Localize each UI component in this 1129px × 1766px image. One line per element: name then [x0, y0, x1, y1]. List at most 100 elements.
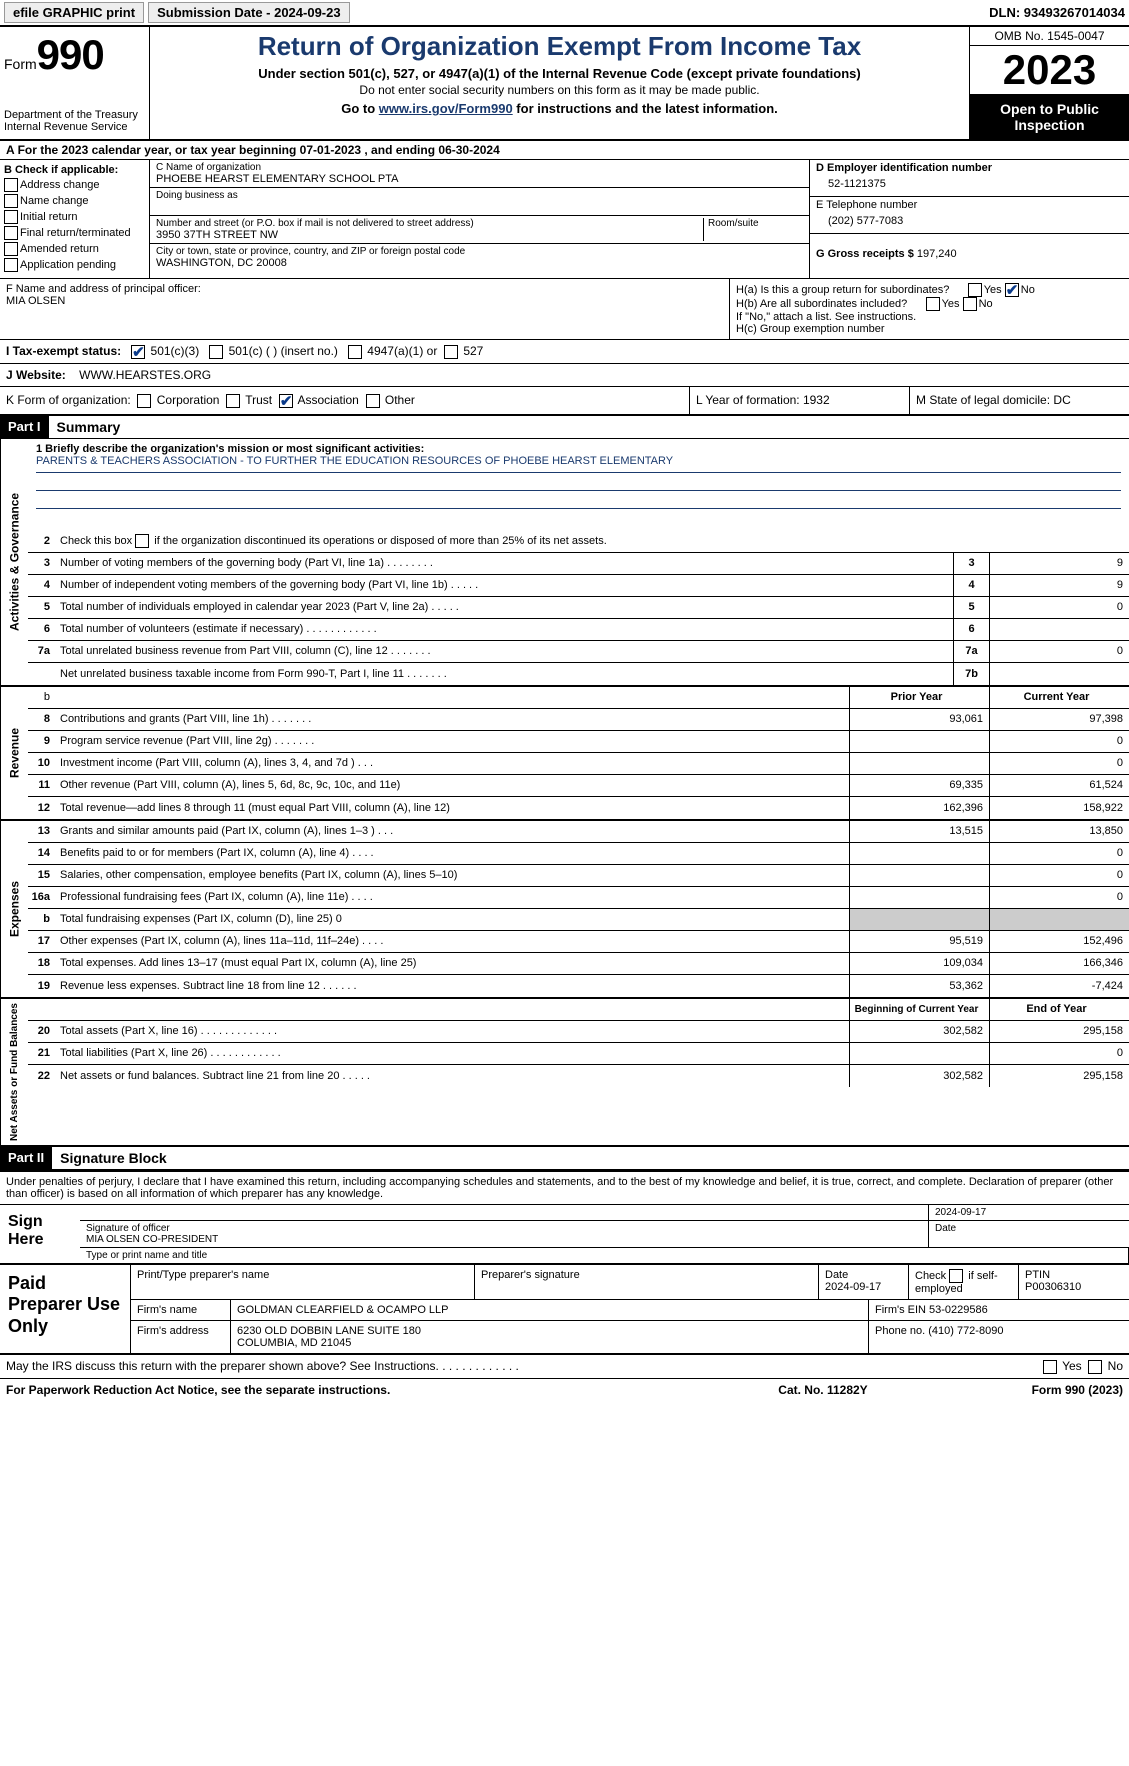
irs-discuss-row: May the IRS discuss this return with the… — [0, 1355, 1129, 1379]
line-12: Total revenue—add lines 8 through 11 (mu… — [56, 800, 849, 816]
tax-status-row: I Tax-exempt status: 501(c)(3) 501(c) ( … — [0, 340, 1129, 364]
officer-name: MIA OLSEN — [6, 295, 723, 307]
form-header: Form990 Department of the Treasury Inter… — [0, 27, 1129, 141]
chk-app-pending[interactable]: Application pending — [4, 258, 145, 272]
mission-text: PARENTS & TEACHERS ASSOCIATION - TO FURT… — [36, 455, 1121, 473]
form-word: Form — [4, 56, 37, 72]
addr-label: Number and street (or P.O. box if mail i… — [156, 218, 703, 229]
officer-label: F Name and address of principal officer: — [6, 283, 723, 295]
mission-block: 1 Briefly describe the organization's mi… — [28, 439, 1129, 531]
header-sub1: Under section 501(c), 527, or 4947(a)(1)… — [156, 66, 963, 81]
website-value: WWW.HEARSTES.ORG — [79, 368, 211, 382]
line-2: Check this box if the organization disco… — [56, 532, 1129, 550]
chk-initial-return[interactable]: Initial return — [4, 210, 145, 224]
header-sub3: Go to www.irs.gov/Form990 for instructio… — [156, 101, 963, 116]
line-9: Program service revenue (Part VIII, line… — [56, 733, 849, 749]
firm-phone: Phone no. (410) 772-8090 — [869, 1321, 1129, 1353]
chk-501c[interactable] — [209, 345, 223, 359]
rev-section: Revenue bPrior YearCurrent Year 8Contrib… — [0, 687, 1129, 821]
line-15: Salaries, other compensation, employee b… — [56, 867, 849, 883]
firm-name: GOLDMAN CLEARFIELD & OCAMPO LLP — [231, 1300, 869, 1320]
irs-link[interactable]: www.irs.gov/Form990 — [379, 101, 513, 116]
gross-label: G Gross receipts $ — [816, 248, 917, 260]
chk-corp[interactable] — [137, 394, 151, 408]
tax-year: 2023 — [970, 46, 1129, 95]
line-6: Total number of volunteers (estimate if … — [56, 621, 953, 637]
gov-vtab: Activities & Governance — [0, 439, 28, 685]
header-sub2: Do not enter social security numbers on … — [156, 83, 963, 97]
city-label: City or town, state or province, country… — [156, 246, 803, 257]
gross-value: 197,240 — [917, 248, 957, 260]
chk-other[interactable] — [366, 394, 380, 408]
part1-header: Part I Summary — [0, 416, 1129, 439]
line-16b: Total fundraising expenses (Part IX, col… — [56, 911, 849, 927]
line-14: Benefits paid to or for members (Part IX… — [56, 845, 849, 861]
org-city: WASHINGTON, DC 20008 — [156, 257, 803, 269]
omb-number: OMB No. 1545-0047 — [970, 27, 1129, 46]
form-number: 990 — [37, 31, 104, 78]
org-name: PHOEBE HEARST ELEMENTARY SCHOOL PTA — [156, 173, 803, 185]
h-b: H(b) Are all subordinates included? Yes … — [736, 297, 1123, 311]
chk-final-return[interactable]: Final return/terminated — [4, 226, 145, 240]
org-info-block: B Check if applicable: Address change Na… — [0, 160, 1129, 279]
chk-trust[interactable] — [226, 394, 240, 408]
state-domicile: M State of legal domicile: DC — [909, 387, 1129, 414]
h-a: H(a) Is this a group return for subordin… — [736, 283, 1123, 297]
year-formation: L Year of formation: 1932 — [689, 387, 909, 414]
line-17: Other expenses (Part IX, column (A), lin… — [56, 933, 849, 949]
curr-year-hd: Current Year — [989, 687, 1129, 708]
paperwork-notice: For Paperwork Reduction Act Notice, see … — [6, 1383, 723, 1397]
rev-vtab: Revenue — [0, 687, 28, 819]
org-address: 3950 37TH STREET NW — [156, 229, 703, 241]
sign-here-label: Sign Here — [0, 1205, 80, 1263]
chk-527[interactable] — [444, 345, 458, 359]
officer-h-block: F Name and address of principal officer:… — [0, 279, 1129, 340]
chk-name-change[interactable]: Name change — [4, 194, 145, 208]
officer-sig-name: MIA OLSEN CO-PRESIDENT — [86, 1234, 218, 1245]
declaration-text: Under penalties of perjury, I declare th… — [0, 1172, 1129, 1205]
prep-sig-lab: Preparer's signature — [475, 1265, 819, 1299]
net-section: Net Assets or Fund Balances Beginning of… — [0, 999, 1129, 1147]
part2-header: Part II Signature Block — [0, 1147, 1129, 1170]
signature-block: Under penalties of perjury, I declare th… — [0, 1170, 1129, 1265]
line-16a: Professional fundraising fees (Part IX, … — [56, 889, 849, 905]
line-8: Contributions and grants (Part VIII, lin… — [56, 711, 849, 727]
line-13: Grants and similar amounts paid (Part IX… — [56, 823, 849, 839]
ein-label: D Employer identification number — [816, 162, 1123, 174]
check-b-header: B Check if applicable: — [4, 164, 145, 176]
beg-year-hd: Beginning of Current Year — [849, 999, 989, 1020]
line-22: Net assets or fund balances. Subtract li… — [56, 1068, 849, 1084]
prior-year-hd: Prior Year — [849, 687, 989, 708]
chk-501c3[interactable] — [131, 345, 145, 359]
line-11: Other revenue (Part VIII, column (A), li… — [56, 777, 849, 793]
chk-discuss-yes[interactable] — [1043, 1360, 1057, 1374]
room-label: Room/suite — [708, 218, 803, 229]
chk-discuss-no[interactable] — [1088, 1360, 1102, 1374]
chk-amended[interactable]: Amended return — [4, 242, 145, 256]
top-bar: efile GRAPHIC print Submission Date - 20… — [0, 0, 1129, 27]
phone-value: (202) 577-7083 — [816, 211, 1123, 231]
form-title: Return of Organization Exempt From Incom… — [156, 31, 963, 62]
phone-label: E Telephone number — [816, 199, 1123, 211]
chk-address-change[interactable]: Address change — [4, 178, 145, 192]
exp-vtab: Expenses — [0, 821, 28, 997]
chk-assoc[interactable] — [279, 394, 293, 408]
org-name-label: C Name of organization — [156, 162, 803, 173]
ein-value: 52-1121375 — [816, 174, 1123, 194]
preparer-block: Paid Preparer Use Only Print/Type prepar… — [0, 1265, 1129, 1355]
chk-4947[interactable] — [348, 345, 362, 359]
end-year-hd: End of Year — [989, 999, 1129, 1020]
line-21: Total liabilities (Part X, line 26) . . … — [56, 1045, 849, 1061]
firm-ein: Firm's EIN 53-0229586 — [869, 1300, 1129, 1320]
line-10: Investment income (Part VIII, column (A)… — [56, 755, 849, 771]
exp-section: Expenses 13Grants and similar amounts pa… — [0, 821, 1129, 999]
open-inspection: Open to Public Inspection — [970, 95, 1129, 139]
line-18: Total expenses. Add lines 13–17 (must eq… — [56, 955, 849, 971]
dept-label: Department of the Treasury Internal Reve… — [4, 109, 145, 133]
dba-label: Doing business as — [156, 190, 803, 201]
line-3: Number of voting members of the governin… — [56, 555, 953, 571]
line-19: Revenue less expenses. Subtract line 18 … — [56, 978, 849, 994]
efile-button[interactable]: efile GRAPHIC print — [4, 2, 144, 23]
h-note: If "No," attach a list. See instructions… — [736, 311, 1123, 323]
line-7a: Total unrelated business revenue from Pa… — [56, 643, 953, 659]
